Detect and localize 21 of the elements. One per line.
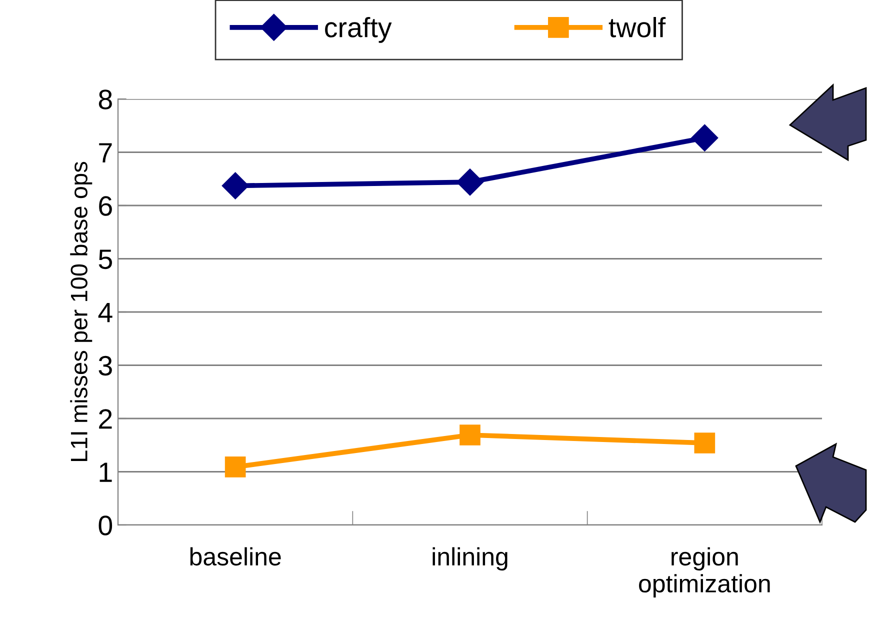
y-tick-label: 1 [100,462,112,482]
y-tick-label: 3 [98,356,112,376]
y-tick-label: 7 [99,143,112,162]
legend-label: crafty [325,17,392,43]
y-tick-label: 8 [98,90,112,110]
x-tick-label: region optimization [639,547,770,598]
y-tick-label: 2 [99,409,112,429]
point [456,168,484,196]
point [222,172,249,200]
point [694,432,716,454]
y-tick-label: 6 [99,196,112,216]
y-tick-label: 0 [98,516,112,536]
point [691,124,718,152]
x-tick-label: baseline [190,547,281,566]
x-tick-label: inlining [432,547,508,571]
y-axis-title: L1I misses per 100 base ops [70,162,92,461]
point [460,424,480,446]
point [224,456,246,478]
y-tick-label: 4 [98,302,112,322]
y-tick-label: 5 [98,250,112,270]
legend-label: twolf [608,16,666,38]
